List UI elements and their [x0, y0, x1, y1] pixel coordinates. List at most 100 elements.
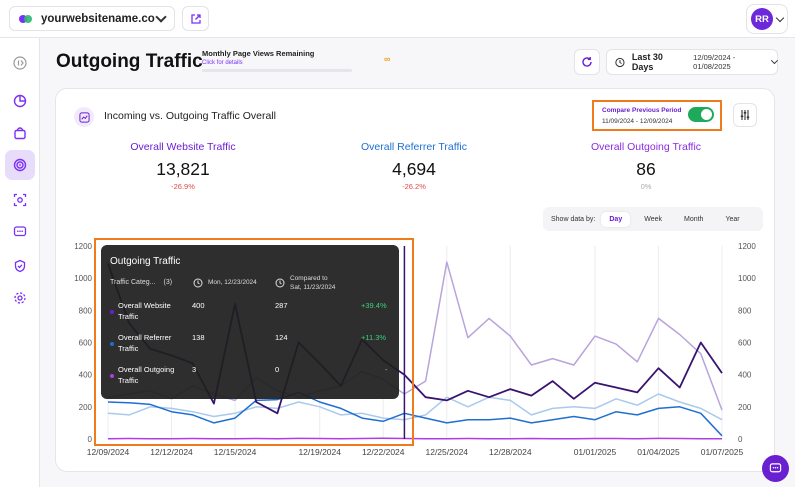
- top-bar: yourwebsitename.co RR: [0, 0, 795, 38]
- row-name-line: Traffic: [118, 376, 139, 385]
- quota-label: Monthly Page Views Remaining: [202, 49, 315, 58]
- y-tick-label-right: 600: [738, 339, 752, 348]
- series-line-referrer: [107, 391, 723, 437]
- external-link-icon: [190, 13, 201, 24]
- tooltip-row-change: -: [385, 365, 388, 374]
- x-tick-label: 12/28/2024: [489, 447, 532, 457]
- sidebar-item-ecommerce[interactable]: [7, 120, 33, 146]
- user-menu[interactable]: RR: [746, 4, 788, 34]
- row-name-line: Overall Website: [118, 301, 171, 310]
- date-preset-label: Last 30 Days: [631, 52, 663, 72]
- chart-tooltip: Outgoing Traffic Traffic Categ... (3) Mo…: [101, 245, 399, 399]
- site-logo-icon: [19, 14, 33, 24]
- site-name: yourwebsitename.co: [41, 12, 155, 25]
- period-option-year[interactable]: Year: [725, 215, 740, 223]
- row-name-line: Traffic: [118, 344, 139, 353]
- period-option-week[interactable]: Week: [644, 215, 662, 223]
- target-icon: [13, 193, 27, 207]
- stat-label: Overall Website Traffic: [130, 141, 236, 153]
- compare-range: 11/09/2024 - 12/09/2024: [602, 118, 673, 125]
- card-title: Incoming vs. Outgoing Traffic Overall: [104, 110, 276, 122]
- sidebar-item-dashboard[interactable]: [7, 88, 33, 114]
- compare-previous-period: Compare Previous Period 11/09/2024 - 12/…: [592, 100, 722, 131]
- series-dot-icon: [110, 374, 114, 378]
- series-dot-icon: [110, 310, 114, 314]
- collapse-icon: [13, 56, 27, 70]
- traffic-spiral-icon: [13, 158, 27, 172]
- series-line-outgoing: [107, 437, 722, 440]
- quota-details-link[interactable]: Click for details: [202, 60, 243, 66]
- tooltip-compared: Compared to Sat, 11/23/2024: [290, 274, 335, 292]
- date-range-text: 12/09/2024 - 01/08/2025: [693, 53, 736, 71]
- tooltip-row-name: Overall Referrer Traffic: [118, 332, 171, 354]
- tooltip-row-previous: 0: [275, 365, 280, 374]
- date-range-picker[interactable]: Last 30 Days 12/09/2024 - 01/08/2025: [606, 49, 779, 75]
- open-site-button[interactable]: [182, 6, 209, 31]
- y-tick-label-left: 400: [79, 371, 93, 380]
- sidebar-collapse-button[interactable]: [7, 50, 33, 76]
- series-dot-icon: [110, 342, 114, 346]
- y-tick-label-left: 0: [88, 435, 93, 444]
- x-tick-label: 01/01/2025: [574, 447, 617, 457]
- y-tick-label-left: 800: [79, 306, 93, 315]
- tooltip-row-previous: 287: [275, 301, 288, 310]
- stat-value: 4,694: [392, 159, 436, 179]
- stat-website-traffic: Overall Website Traffic 13,821 -26.9%: [93, 141, 273, 191]
- stat-referrer-traffic: Overall Referrer Traffic 4,694 -26.2%: [324, 141, 504, 191]
- stat-change: -26.9%: [171, 182, 195, 191]
- compare-label: Compare Previous Period: [602, 107, 682, 114]
- row-name-line: Traffic: [118, 312, 139, 321]
- tooltip-row-name: Overall Outgoing Traffic: [118, 364, 174, 386]
- avatar: RR: [751, 8, 773, 30]
- quota-infinity: ∞: [384, 54, 391, 64]
- x-tick-label: 12/22/2024: [362, 447, 405, 457]
- tooltip-row-name: Overall Website Traffic: [118, 300, 171, 322]
- y-tick-label-right: 1200: [738, 242, 756, 251]
- stat-value: 13,821: [156, 159, 210, 179]
- chat-icon: [13, 226, 27, 237]
- refresh-icon: [582, 57, 592, 67]
- clock-icon: [615, 57, 625, 67]
- y-tick-label-right: 0: [738, 435, 743, 444]
- stat-label: Overall Outgoing Traffic: [590, 141, 702, 153]
- period-label: Show data by:: [551, 215, 596, 223]
- compare-toggle[interactable]: [688, 107, 714, 122]
- tooltip-row-previous: 124: [275, 333, 288, 342]
- chat-support-button[interactable]: [762, 455, 789, 482]
- page-header: Outgoing Traffic Monthly Page Views Rema…: [40, 38, 795, 86]
- y-tick-label-left: 1000: [74, 274, 92, 283]
- x-tick-label: 12/15/2024: [214, 447, 257, 457]
- tooltip-row-current: 400: [192, 301, 205, 310]
- sidebar-item-settings[interactable]: [7, 285, 33, 311]
- tooltip-row-change: +39.4%: [361, 301, 387, 310]
- tooltip-category-header: Traffic Categ... (3): [110, 279, 172, 286]
- tooltip-row-current: 3: [192, 365, 197, 374]
- page-title: Outgoing Traffic: [56, 51, 203, 72]
- tooltip-title: Outgoing Traffic: [110, 256, 181, 267]
- refresh-button[interactable]: [574, 49, 600, 75]
- site-selector[interactable]: yourwebsitename.co: [9, 6, 175, 31]
- y-tick-label-right: 1000: [738, 274, 756, 283]
- sidebar-item-behavior[interactable]: [7, 187, 33, 213]
- sidebar: [0, 38, 40, 487]
- sidebar-item-security[interactable]: [7, 253, 33, 279]
- stat-value: 86: [636, 159, 656, 179]
- series-line-referrer-previous: [107, 393, 723, 421]
- sidebar-item-traffic[interactable]: [5, 150, 35, 180]
- stat-change: -26.2%: [402, 182, 426, 191]
- row-name-line: Overall Outgoing: [118, 365, 175, 374]
- row-name-line: Overall Referrer: [118, 333, 172, 342]
- y-tick-label-left: 1200: [74, 242, 92, 251]
- y-tick-label-right: 800: [738, 306, 752, 315]
- y-tick-label-right: 400: [738, 371, 752, 380]
- chart-settings-button[interactable]: [733, 103, 757, 127]
- period-option-day[interactable]: Day: [601, 211, 631, 227]
- x-tick-label: 12/19/2024: [298, 447, 341, 457]
- stat-outgoing-traffic: Overall Outgoing Traffic 86 0%: [556, 141, 736, 191]
- tooltip-category-label: Traffic Categ...: [110, 279, 156, 286]
- y-tick-label-left: 200: [79, 403, 93, 412]
- sidebar-item-feedback[interactable]: [7, 219, 33, 245]
- tooltip-row-current: 138: [192, 333, 205, 342]
- period-option-month[interactable]: Month: [684, 215, 704, 223]
- chat-icon: [769, 463, 782, 473]
